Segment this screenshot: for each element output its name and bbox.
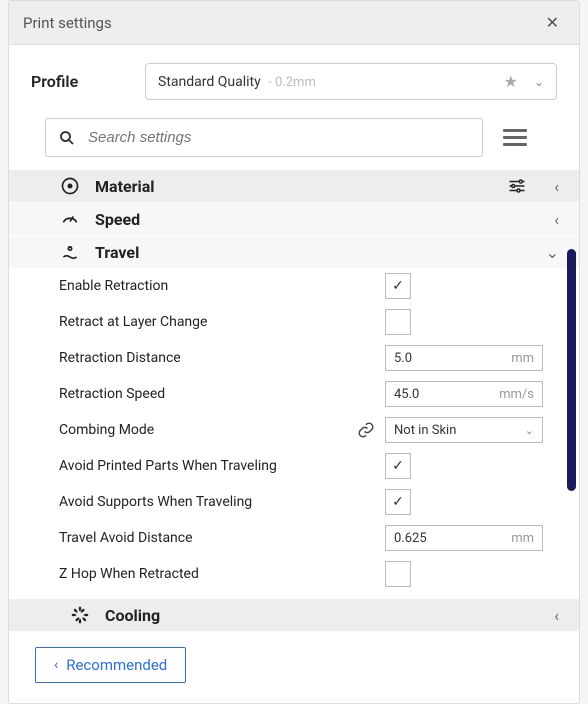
setting-retraction-distance: Retraction Distance 5.0 mm (9, 340, 579, 376)
unit: mm/s (499, 387, 534, 402)
close-icon[interactable]: ✕ (540, 11, 565, 34)
section-header-cooling[interactable]: Cooling ‹ (9, 598, 579, 631)
chevron-left-icon[interactable]: ‹ (548, 177, 565, 196)
setting-avoid-supports: Avoid Supports When Traveling ✓ (9, 484, 579, 520)
search-input[interactable] (88, 129, 470, 146)
setting-label: Avoid Printed Parts When Traveling (59, 458, 385, 474)
value: 45.0 (394, 387, 499, 402)
profile-label: Profile (31, 72, 131, 91)
checkbox[interactable] (385, 561, 411, 587)
hamburger-icon[interactable] (501, 125, 529, 150)
chevron-left-icon[interactable]: ‹ (548, 606, 565, 625)
profile-name: Standard Quality (158, 74, 261, 90)
chevron-down-icon[interactable]: ⌄ (534, 75, 544, 89)
chevron-down-icon: ⌄ (525, 424, 534, 437)
material-icon (59, 175, 81, 197)
profile-select[interactable]: Standard Quality - 0.2mm ★ ⌄ (145, 63, 557, 100)
dropdown[interactable]: Not in Skin ⌄ (385, 417, 543, 443)
setting-avoid-printed: Avoid Printed Parts When Traveling ✓ (9, 448, 579, 484)
setting-label: Retraction Speed (59, 386, 385, 402)
section-header-speed[interactable]: Speed ‹ (9, 202, 579, 235)
checkbox[interactable] (385, 309, 411, 335)
chevron-left-icon: ‹ (54, 657, 58, 673)
setting-travel-avoid-distance: Travel Avoid Distance 0.625 mm (9, 520, 579, 556)
setting-enable-retraction: Enable Retraction ✓ (9, 268, 579, 304)
setting-label: Retraction Distance (59, 350, 385, 366)
setting-z-hop: Z Hop When Retracted (9, 556, 579, 592)
profile-row: Profile Standard Quality - 0.2mm ★ ⌄ (9, 45, 579, 114)
star-icon[interactable]: ★ (504, 72, 518, 91)
speed-icon (59, 208, 81, 230)
section-title: Cooling (105, 606, 534, 625)
cooling-icon (69, 604, 91, 626)
print-settings-panel: Print settings ✕ Profile Standard Qualit… (8, 0, 580, 704)
chevron-left-icon[interactable]: ‹ (548, 210, 565, 229)
value: Not in Skin (394, 423, 525, 438)
setting-label: Avoid Supports When Traveling (59, 494, 385, 510)
setting-label: Z Hop When Retracted (59, 566, 385, 582)
footer: ‹ Recommended (9, 631, 579, 703)
setting-label: Travel Avoid Distance (59, 530, 385, 546)
setting-combing-mode: Combing Mode Not in Skin ⌄ (9, 412, 579, 448)
travel-settings: Enable Retraction ✓ Retract at Layer Cha… (9, 268, 579, 598)
setting-label: Retract at Layer Change (59, 314, 385, 330)
setting-retract-layer-change: Retract at Layer Change (9, 304, 579, 340)
section-title: Material (95, 177, 494, 196)
setting-label: Enable Retraction (59, 278, 385, 294)
travel-icon (59, 241, 81, 263)
value: 5.0 (394, 351, 511, 366)
section-header-material[interactable]: Material ‹ (9, 169, 579, 202)
unit: mm (511, 351, 534, 366)
profile-text: Standard Quality - 0.2mm (158, 74, 316, 90)
number-input[interactable]: 0.625 mm (385, 525, 543, 551)
panel-title: Print settings (23, 14, 112, 32)
number-input[interactable]: 5.0 mm (385, 345, 543, 371)
setting-label: Combing Mode (59, 422, 357, 438)
unit: mm (511, 531, 534, 546)
checkbox[interactable]: ✓ (385, 273, 411, 299)
section-title: Speed (95, 210, 534, 229)
checkbox[interactable]: ✓ (385, 489, 411, 515)
sliders-icon[interactable] (508, 178, 526, 194)
scrollbar[interactable] (567, 249, 576, 491)
number-input[interactable]: 45.0 mm/s (385, 381, 543, 407)
link-icon[interactable] (357, 421, 375, 439)
recommended-label: Recommended (66, 656, 167, 674)
setting-retraction-speed: Retraction Speed 45.0 mm/s (9, 376, 579, 412)
titlebar: Print settings ✕ (9, 1, 579, 45)
section-title: Travel (95, 243, 526, 262)
chevron-down-icon[interactable]: ⌄ (540, 243, 565, 262)
profile-icons: ★ ⌄ (504, 72, 544, 91)
checkbox[interactable]: ✓ (385, 453, 411, 479)
search-row (9, 114, 579, 169)
section-header-travel[interactable]: Travel ⌄ (9, 235, 579, 268)
value: 0.625 (394, 531, 511, 546)
search-box[interactable] (45, 118, 483, 157)
profile-detail: - 0.2mm (268, 75, 316, 90)
search-icon (58, 129, 76, 147)
recommended-button[interactable]: ‹ Recommended (35, 647, 186, 683)
